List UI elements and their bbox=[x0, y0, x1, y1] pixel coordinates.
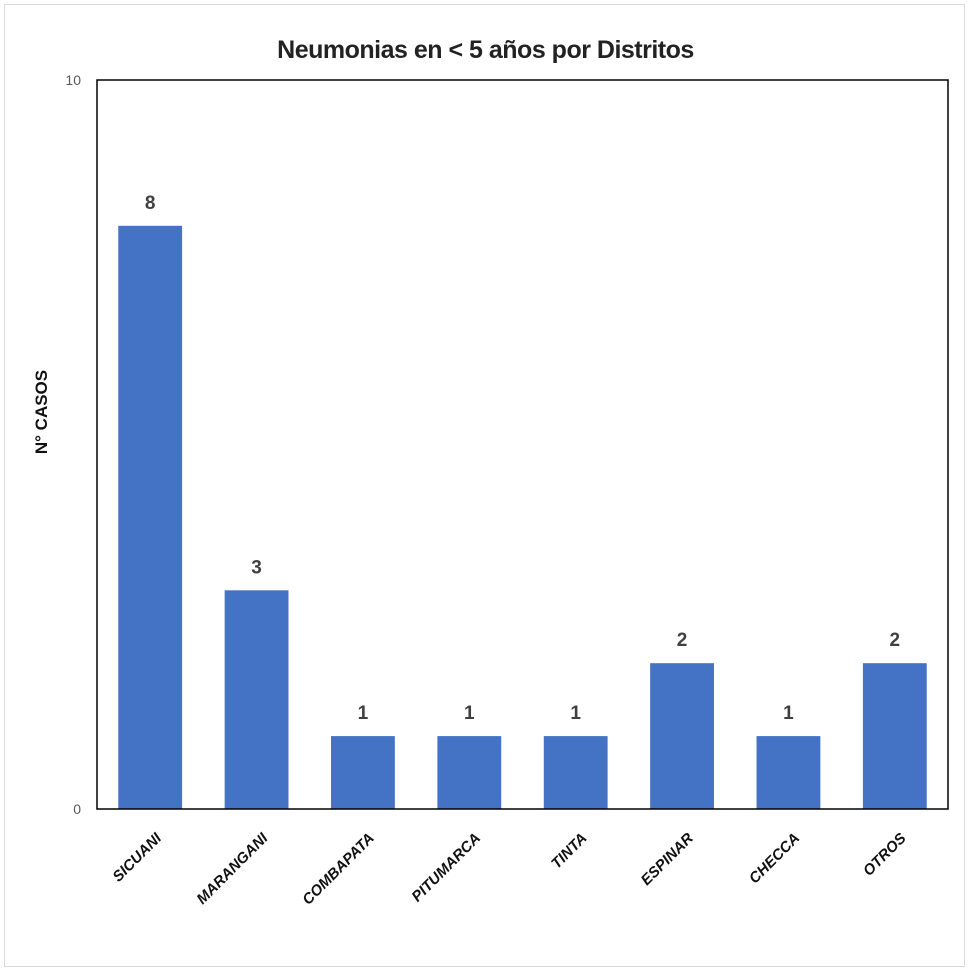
category-label-combapata: COMBAPATA bbox=[299, 830, 378, 909]
bar-marangani bbox=[224, 590, 289, 809]
data-label-sicuani: 8 bbox=[145, 193, 156, 214]
data-label-marangani: 3 bbox=[251, 557, 262, 578]
category-label-sicuani: SICUANI bbox=[109, 829, 165, 885]
data-label-combapata: 1 bbox=[358, 703, 369, 724]
chart-title: Neumonias en < 5 años por Distritos bbox=[277, 36, 694, 64]
bar-combapata bbox=[331, 736, 395, 809]
bar-pitumarca bbox=[437, 736, 502, 809]
bars-group bbox=[118, 225, 927, 810]
y-tick-label-0: 0 bbox=[73, 801, 81, 817]
data-labels-group: 8 3 1 1 1 2 1 2 bbox=[145, 193, 900, 724]
bar-espinar bbox=[650, 663, 714, 809]
data-label-checca: 1 bbox=[783, 703, 794, 724]
category-label-otros: OTROS bbox=[860, 830, 910, 880]
data-label-espinar: 2 bbox=[677, 630, 688, 651]
category-label-tinta: TINTA bbox=[548, 830, 590, 872]
bar-otros bbox=[862, 663, 927, 809]
data-label-tinta: 1 bbox=[570, 703, 581, 724]
y-ticks-group: 0 10 bbox=[65, 72, 81, 817]
data-label-otros: 2 bbox=[890, 630, 901, 651]
category-label-pitumarca: PITUMARCA bbox=[408, 830, 484, 906]
plot-area-border bbox=[96, 79, 949, 810]
category-label-checca: CHECCA bbox=[746, 830, 803, 887]
bar-sicuani bbox=[118, 225, 183, 810]
y-tick-label-10: 10 bbox=[65, 72, 81, 88]
bar-tinta bbox=[543, 736, 608, 809]
bar-checca bbox=[756, 736, 821, 809]
category-label-marangani: MARANGANI bbox=[193, 829, 272, 908]
category-labels-group: SICUANI MARANGANI COMBAPATA PITUMARCA TINTA E… bbox=[109, 829, 909, 908]
category-label-espinar: ESPINAR bbox=[638, 830, 697, 889]
data-label-pitumarca: 1 bbox=[464, 703, 475, 724]
